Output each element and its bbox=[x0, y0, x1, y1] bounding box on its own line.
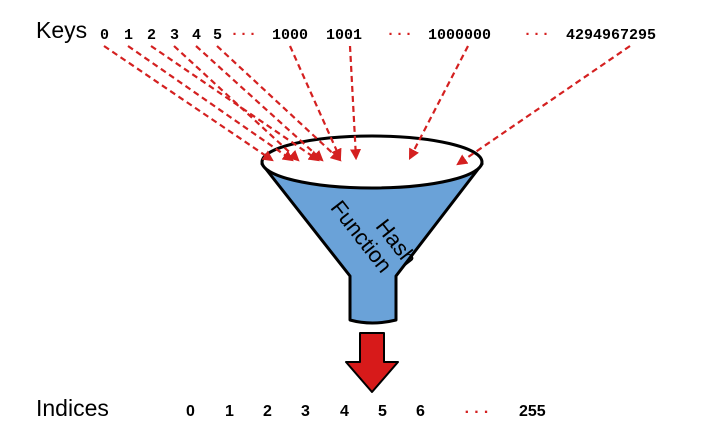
key-arrow bbox=[103, 45, 274, 162]
funnel: Hash Function bbox=[260, 134, 484, 325]
index-item: 2 bbox=[263, 403, 272, 420]
indices-label: Indices bbox=[36, 395, 109, 421]
index-item: 1 bbox=[225, 403, 234, 420]
key-ellipsis: ··· bbox=[523, 26, 550, 43]
key-item: 5 bbox=[213, 27, 222, 44]
index-item: 255 bbox=[519, 403, 546, 420]
key-arrow bbox=[195, 45, 324, 162]
mapping-arrows bbox=[103, 45, 631, 166]
key-item: 1000 bbox=[272, 27, 308, 44]
key-item: 3 bbox=[170, 27, 179, 44]
key-arrow bbox=[216, 45, 342, 162]
key-item: 4 bbox=[192, 27, 201, 44]
index-item: 0 bbox=[186, 403, 195, 420]
key-item: 2 bbox=[147, 27, 156, 44]
key-item: 0 bbox=[100, 27, 109, 44]
key-arrow bbox=[348, 45, 362, 161]
key-arrow bbox=[288, 45, 342, 161]
key-item: 1000000 bbox=[428, 27, 491, 44]
key-arrow bbox=[127, 45, 294, 162]
keys-row: 0 1 2 3 4 5 ··· 1000 1001 ··· 1000000 ··… bbox=[100, 26, 656, 44]
keys-label: Keys bbox=[36, 17, 87, 43]
key-arrow bbox=[173, 45, 300, 162]
indices-row: 0 1 2 3 4 5 6 ··· 255 bbox=[186, 403, 546, 421]
funnel-body bbox=[260, 162, 484, 325]
index-item: 4 bbox=[340, 403, 349, 420]
output-arrow bbox=[345, 332, 399, 393]
index-item: 5 bbox=[378, 403, 387, 420]
key-arrow bbox=[408, 45, 469, 160]
key-ellipsis: ··· bbox=[386, 26, 413, 43]
index-item: 3 bbox=[301, 403, 310, 420]
key-item: 1001 bbox=[326, 27, 362, 44]
key-ellipsis: ··· bbox=[230, 26, 257, 43]
index-item: 6 bbox=[416, 403, 425, 420]
key-item: 4294967295 bbox=[566, 27, 656, 44]
key-item: 1 bbox=[124, 27, 133, 44]
index-ellipsis: ··· bbox=[462, 403, 491, 421]
key-arrow bbox=[456, 45, 631, 166]
funnel-mouth bbox=[260, 134, 484, 190]
